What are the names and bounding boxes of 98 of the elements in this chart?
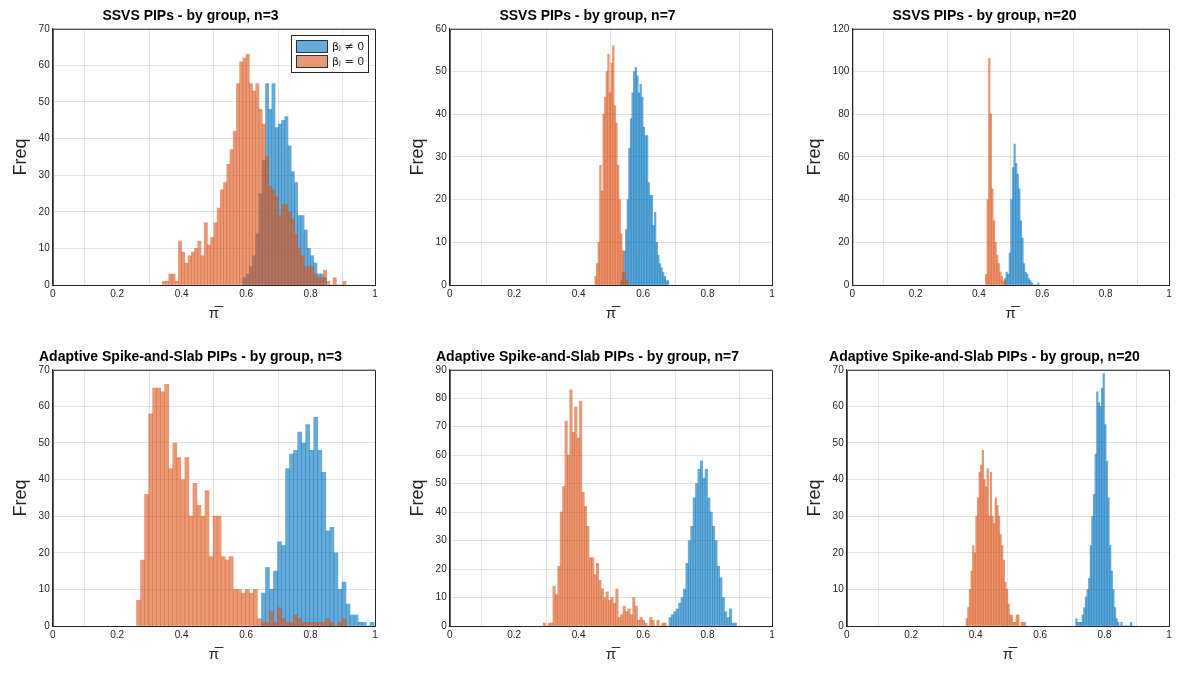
y-tick-label: 60 xyxy=(38,59,51,71)
y-tick-label: 10 xyxy=(435,591,448,603)
y-tick-label: 0 xyxy=(44,619,51,631)
x-tick-label: 0.8 xyxy=(303,628,318,640)
y-axis-title: Freq xyxy=(406,138,427,176)
x-tick-label: 0.6 xyxy=(239,287,254,299)
x-tick-label: 0.4 xyxy=(174,628,190,640)
x-tick-label: 0.2 xyxy=(908,287,924,299)
y-tick-label: 70 xyxy=(38,363,51,375)
y-axis-title: Freq xyxy=(9,138,30,176)
x-tick-label: 1 xyxy=(1166,628,1173,640)
y-tick-label: 20 xyxy=(38,546,51,558)
chart-title: Adaptive Spike-and-Slab PIPs - by group, n=3 xyxy=(38,348,343,365)
x-axis-title: π̅ xyxy=(208,645,225,663)
x-tick-label: 0.2 xyxy=(110,287,125,299)
y-tick-label: 50 xyxy=(38,436,51,448)
y-tick-label: 0 xyxy=(441,278,448,290)
y-tick-label: 60 xyxy=(838,150,850,162)
x-tick-label: 0.6 xyxy=(1033,628,1048,640)
y-tick-label: 100 xyxy=(832,65,850,77)
legend-label: βⱼ ≠ 0 xyxy=(332,39,365,53)
y-tick-label: 20 xyxy=(435,193,448,205)
x-tick-label: 0.2 xyxy=(507,628,522,640)
chart-title: SSVS PIPs - by group, n=20 xyxy=(892,7,1077,24)
x-tick-label: 0.4 xyxy=(968,628,984,640)
x-tick-label: 0.8 xyxy=(700,628,715,640)
chart-title: Adaptive Spike-and-Slab PIPs - by group, n=20 xyxy=(829,348,1141,365)
x-tick-label: 0.8 xyxy=(1098,287,1114,299)
y-tick-label: 40 xyxy=(435,505,448,517)
y-tick-label: 10 xyxy=(38,242,51,254)
y-tick-label: 70 xyxy=(435,420,448,432)
x-tick-label: 0.6 xyxy=(1035,287,1050,299)
y-tick-label: 10 xyxy=(832,583,845,595)
y-tick-label: 60 xyxy=(435,22,448,34)
y-axis-title: Freq xyxy=(803,479,824,517)
chart-title: SSVS PIPs - by group, n=7 xyxy=(499,7,676,24)
y-axis-title: Freq xyxy=(9,479,30,517)
y-tick-label: 20 xyxy=(832,546,845,558)
y-tick-label: 50 xyxy=(435,477,448,489)
y-tick-label: 0 xyxy=(441,619,448,631)
x-axis-title: π̅ xyxy=(605,304,622,322)
y-tick-label: 10 xyxy=(38,583,51,595)
y-tick-label: 70 xyxy=(38,22,51,34)
y-tick-label: 60 xyxy=(435,448,448,460)
x-axis-title: π̅ xyxy=(1005,304,1021,322)
y-tick-label: 20 xyxy=(838,236,850,248)
y-tick-label: 70 xyxy=(832,363,845,375)
x-tick-label: 0.6 xyxy=(636,287,651,299)
y-tick-label: 40 xyxy=(38,473,51,485)
x-axis-title: π̅ xyxy=(1002,645,1019,663)
x-tick-label: 1 xyxy=(769,287,776,299)
y-tick-label: 30 xyxy=(38,509,51,521)
chart-title: Adaptive Spike-and-Slab PIPs - by group, n=7 xyxy=(435,348,740,365)
y-tick-label: 20 xyxy=(38,205,51,217)
y-tick-label: 40 xyxy=(38,132,51,144)
y-tick-label: 20 xyxy=(435,562,448,574)
x-tick-label: 0.6 xyxy=(239,628,254,640)
y-tick-label: 50 xyxy=(832,436,845,448)
x-tick-label: 0.4 xyxy=(571,628,587,640)
y-tick-label: 30 xyxy=(38,168,51,180)
x-tick-label: 1 xyxy=(769,628,776,640)
x-tick-label: 0.6 xyxy=(636,628,651,640)
x-tick-label: 0.2 xyxy=(507,287,522,299)
y-tick-label: 0 xyxy=(843,278,850,290)
x-tick-label: 0.8 xyxy=(303,287,318,299)
x-tick-label: 0.4 xyxy=(174,287,190,299)
x-tick-label: 1 xyxy=(1166,287,1173,299)
y-tick-label: 80 xyxy=(838,107,850,119)
y-tick-label: 120 xyxy=(832,22,850,34)
y-tick-label: 0 xyxy=(44,278,51,290)
x-axis-title: π̅ xyxy=(208,304,225,322)
y-tick-label: 40 xyxy=(832,473,845,485)
x-tick-label: 0.4 xyxy=(571,287,587,299)
y-tick-label: 30 xyxy=(435,534,448,546)
y-axis-title: Freq xyxy=(803,138,824,176)
y-tick-label: 50 xyxy=(38,95,51,107)
y-tick-label: 60 xyxy=(832,400,845,412)
x-tick-label: 0.8 xyxy=(700,287,715,299)
y-tick-label: 30 xyxy=(832,509,845,521)
x-tick-label: 1 xyxy=(372,628,379,640)
x-tick-label: 0.8 xyxy=(1097,628,1112,640)
y-tick-label: 60 xyxy=(38,400,51,412)
y-axis-title: Freq xyxy=(406,479,427,517)
y-tick-label: 40 xyxy=(435,107,448,119)
chart-title: SSVS PIPs - by group, n=3 xyxy=(102,7,279,24)
x-tick-label: 0.4 xyxy=(972,287,987,299)
legend-label: βⱼ = 0 xyxy=(332,54,365,68)
y-tick-label: 10 xyxy=(435,236,448,248)
x-tick-label: 1 xyxy=(372,287,379,299)
x-tick-label: 0.2 xyxy=(110,628,125,640)
y-tick-label: 30 xyxy=(435,150,448,162)
y-tick-label: 0 xyxy=(838,619,845,631)
y-tick-label: 50 xyxy=(435,65,448,77)
y-tick-label: 40 xyxy=(838,193,850,205)
x-tick-label: 0.2 xyxy=(904,628,919,640)
y-tick-label: 80 xyxy=(435,392,448,404)
y-tick-label: 90 xyxy=(435,363,448,375)
x-axis-title: π̅ xyxy=(605,645,622,663)
